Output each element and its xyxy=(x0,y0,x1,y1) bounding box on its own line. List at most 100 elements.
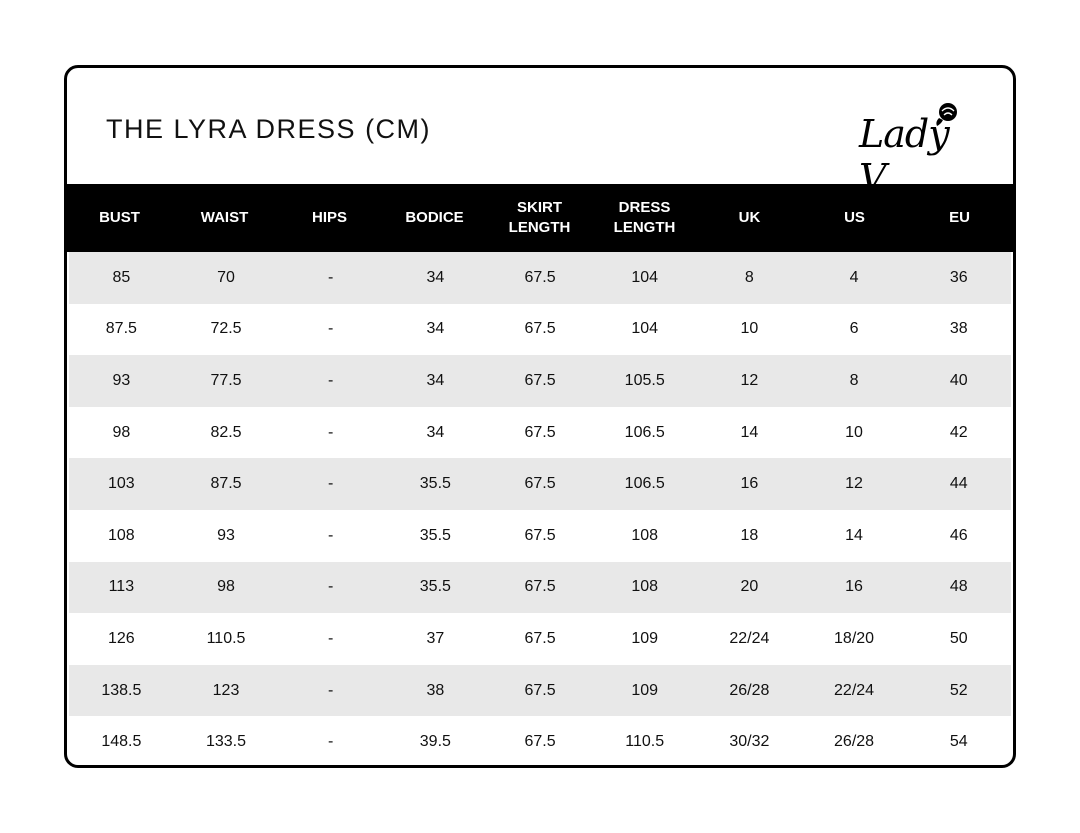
column-header: HIPS xyxy=(311,209,347,226)
table-cell: 67.5 xyxy=(524,423,556,441)
table-cell: 87.5 xyxy=(105,320,137,338)
table-cell: 46 xyxy=(949,526,968,544)
table-cell: 39.5 xyxy=(419,733,451,751)
table-cell: 108 xyxy=(631,578,659,596)
table-row: 85 70 - 34 67.5 104 8 4 36 xyxy=(69,252,1011,304)
table-cell: 38 xyxy=(426,681,445,699)
table-cell: 104 xyxy=(631,320,659,338)
table-cell: 12 xyxy=(740,371,759,389)
column-header: BUST xyxy=(99,209,140,226)
logo-text: Lady V xyxy=(859,112,950,200)
table-cell: 44 xyxy=(949,475,968,493)
table-row: 148.5 133.5 - 39.5 67.5 110.5 30/32 26/28 54 xyxy=(69,716,1011,765)
table-row: 98 82.5 - 34 67.5 106.5 14 10 42 xyxy=(69,407,1011,459)
table-cell: 16 xyxy=(845,578,863,596)
table-cell: 35.5 xyxy=(419,578,451,596)
brand-logo: Lady V xyxy=(859,98,979,200)
column-header: DRESS LENGTH xyxy=(613,199,676,236)
table-cell: 16 xyxy=(740,475,759,493)
table-row: 108 93 - 35.5 67.5 108 18 14 46 xyxy=(69,510,1011,562)
table-cell: 109 xyxy=(631,681,659,699)
table-cell: 4 xyxy=(849,268,859,286)
table-cell: 42 xyxy=(949,423,968,441)
table-cell: 113 xyxy=(108,578,135,596)
table-cell: 35.5 xyxy=(419,475,451,493)
table-cell: 108 xyxy=(107,526,135,544)
table-cell: - xyxy=(328,681,334,699)
table-cell: 40 xyxy=(949,371,968,389)
table-cell: 126 xyxy=(107,629,135,647)
table-cell: - xyxy=(328,423,334,441)
table-cell: 109 xyxy=(631,629,659,647)
column-header: EU xyxy=(949,209,970,226)
table-cell: 37 xyxy=(426,629,445,647)
table-cell: 22/24 xyxy=(834,681,875,699)
table-cell: 110.5 xyxy=(206,629,246,647)
table-cell: 148.5 xyxy=(101,733,142,751)
table-cell: 26/28 xyxy=(729,681,770,699)
table-cell: - xyxy=(328,320,334,338)
table-cell: 93 xyxy=(217,526,235,544)
table-cell: - xyxy=(328,475,334,493)
table-cell: 110.5 xyxy=(625,733,665,751)
table-cell: 133.5 xyxy=(205,733,247,751)
table-cell: 67.5 xyxy=(524,475,556,493)
table-cell: 67.5 xyxy=(524,268,556,286)
column-header: WAIST xyxy=(200,209,249,226)
table-cell: 36 xyxy=(949,268,968,286)
table-cell: 98 xyxy=(112,423,131,441)
column-header: BODICE xyxy=(405,209,464,226)
table-cell: 67.5 xyxy=(524,320,556,338)
table-cell: 106.5 xyxy=(624,475,665,493)
table-cell: 20 xyxy=(740,578,759,596)
table-cell: 26/28 xyxy=(834,733,875,751)
table-cell: 52 xyxy=(949,681,968,699)
table-cell: 103 xyxy=(107,475,135,493)
column-header: SKIRT LENGTH xyxy=(508,199,571,236)
table-cell: 34 xyxy=(426,371,445,389)
table-cell: 34 xyxy=(426,423,445,441)
table-cell: 82.5 xyxy=(210,423,242,441)
table-cell: - xyxy=(328,371,334,389)
table-row: 126 110.5 - 37 67.5 109 22/24 18/20 50 xyxy=(69,613,1011,665)
table-cell: 14 xyxy=(845,526,863,544)
table-cell: 77.5 xyxy=(210,371,242,389)
table-cell: 87.5 xyxy=(210,475,242,493)
table-cell: 6 xyxy=(849,320,859,338)
table-cell: 18 xyxy=(740,526,759,544)
table-cell: 35.5 xyxy=(419,526,451,544)
table-row: 103 87.5 - 35.5 67.5 106.5 16 12 44 xyxy=(69,458,1011,510)
size-chart-card: THE LYRA DRESS (CM) Lady V BUST WAIST HIPS… xyxy=(64,65,1016,768)
table-cell: 67.5 xyxy=(524,629,556,647)
table-cell: 12 xyxy=(845,475,863,493)
table-cell: 10 xyxy=(845,423,863,441)
table-cell: - xyxy=(328,629,334,647)
table-row: 87.5 72.5 - 34 67.5 104 10 6 38 xyxy=(69,304,1011,356)
table-cell: 67.5 xyxy=(524,681,556,699)
table-cell: 67.5 xyxy=(524,578,556,596)
table-cell: 98 xyxy=(217,578,235,596)
table-cell: 38 xyxy=(949,320,968,338)
table-cell: 34 xyxy=(426,268,445,286)
table-cell: 10 xyxy=(740,320,759,338)
rose-icon xyxy=(936,103,957,126)
column-header: UK xyxy=(738,209,761,226)
table-cell: 123 xyxy=(212,681,240,699)
table-cell: 54 xyxy=(949,733,968,751)
table-cell: 85 xyxy=(112,268,131,286)
table-cell: 18/20 xyxy=(834,629,875,647)
table-cell: 22/24 xyxy=(729,629,770,647)
table-cell: 48 xyxy=(949,578,968,596)
table-cell: - xyxy=(328,578,334,596)
table-cell: 67.5 xyxy=(524,733,556,751)
table-cell: 108 xyxy=(631,526,659,544)
table-row: 138.5 123 - 38 67.5 109 26/28 22/24 52 xyxy=(69,664,1011,717)
table-cell: 67.5 xyxy=(524,371,556,389)
table-cell: 34 xyxy=(426,320,445,338)
table-cell: 105.5 xyxy=(624,371,665,389)
table-cell: 8 xyxy=(744,268,754,286)
table-header: BUST WAIST HIPS BODICE SKIRT LENGTH DRESS LEN… xyxy=(67,184,1013,252)
table-cell: 70 xyxy=(217,268,235,286)
table-cell: 67.5 xyxy=(524,526,556,544)
table-cell: 72.5 xyxy=(210,320,242,338)
